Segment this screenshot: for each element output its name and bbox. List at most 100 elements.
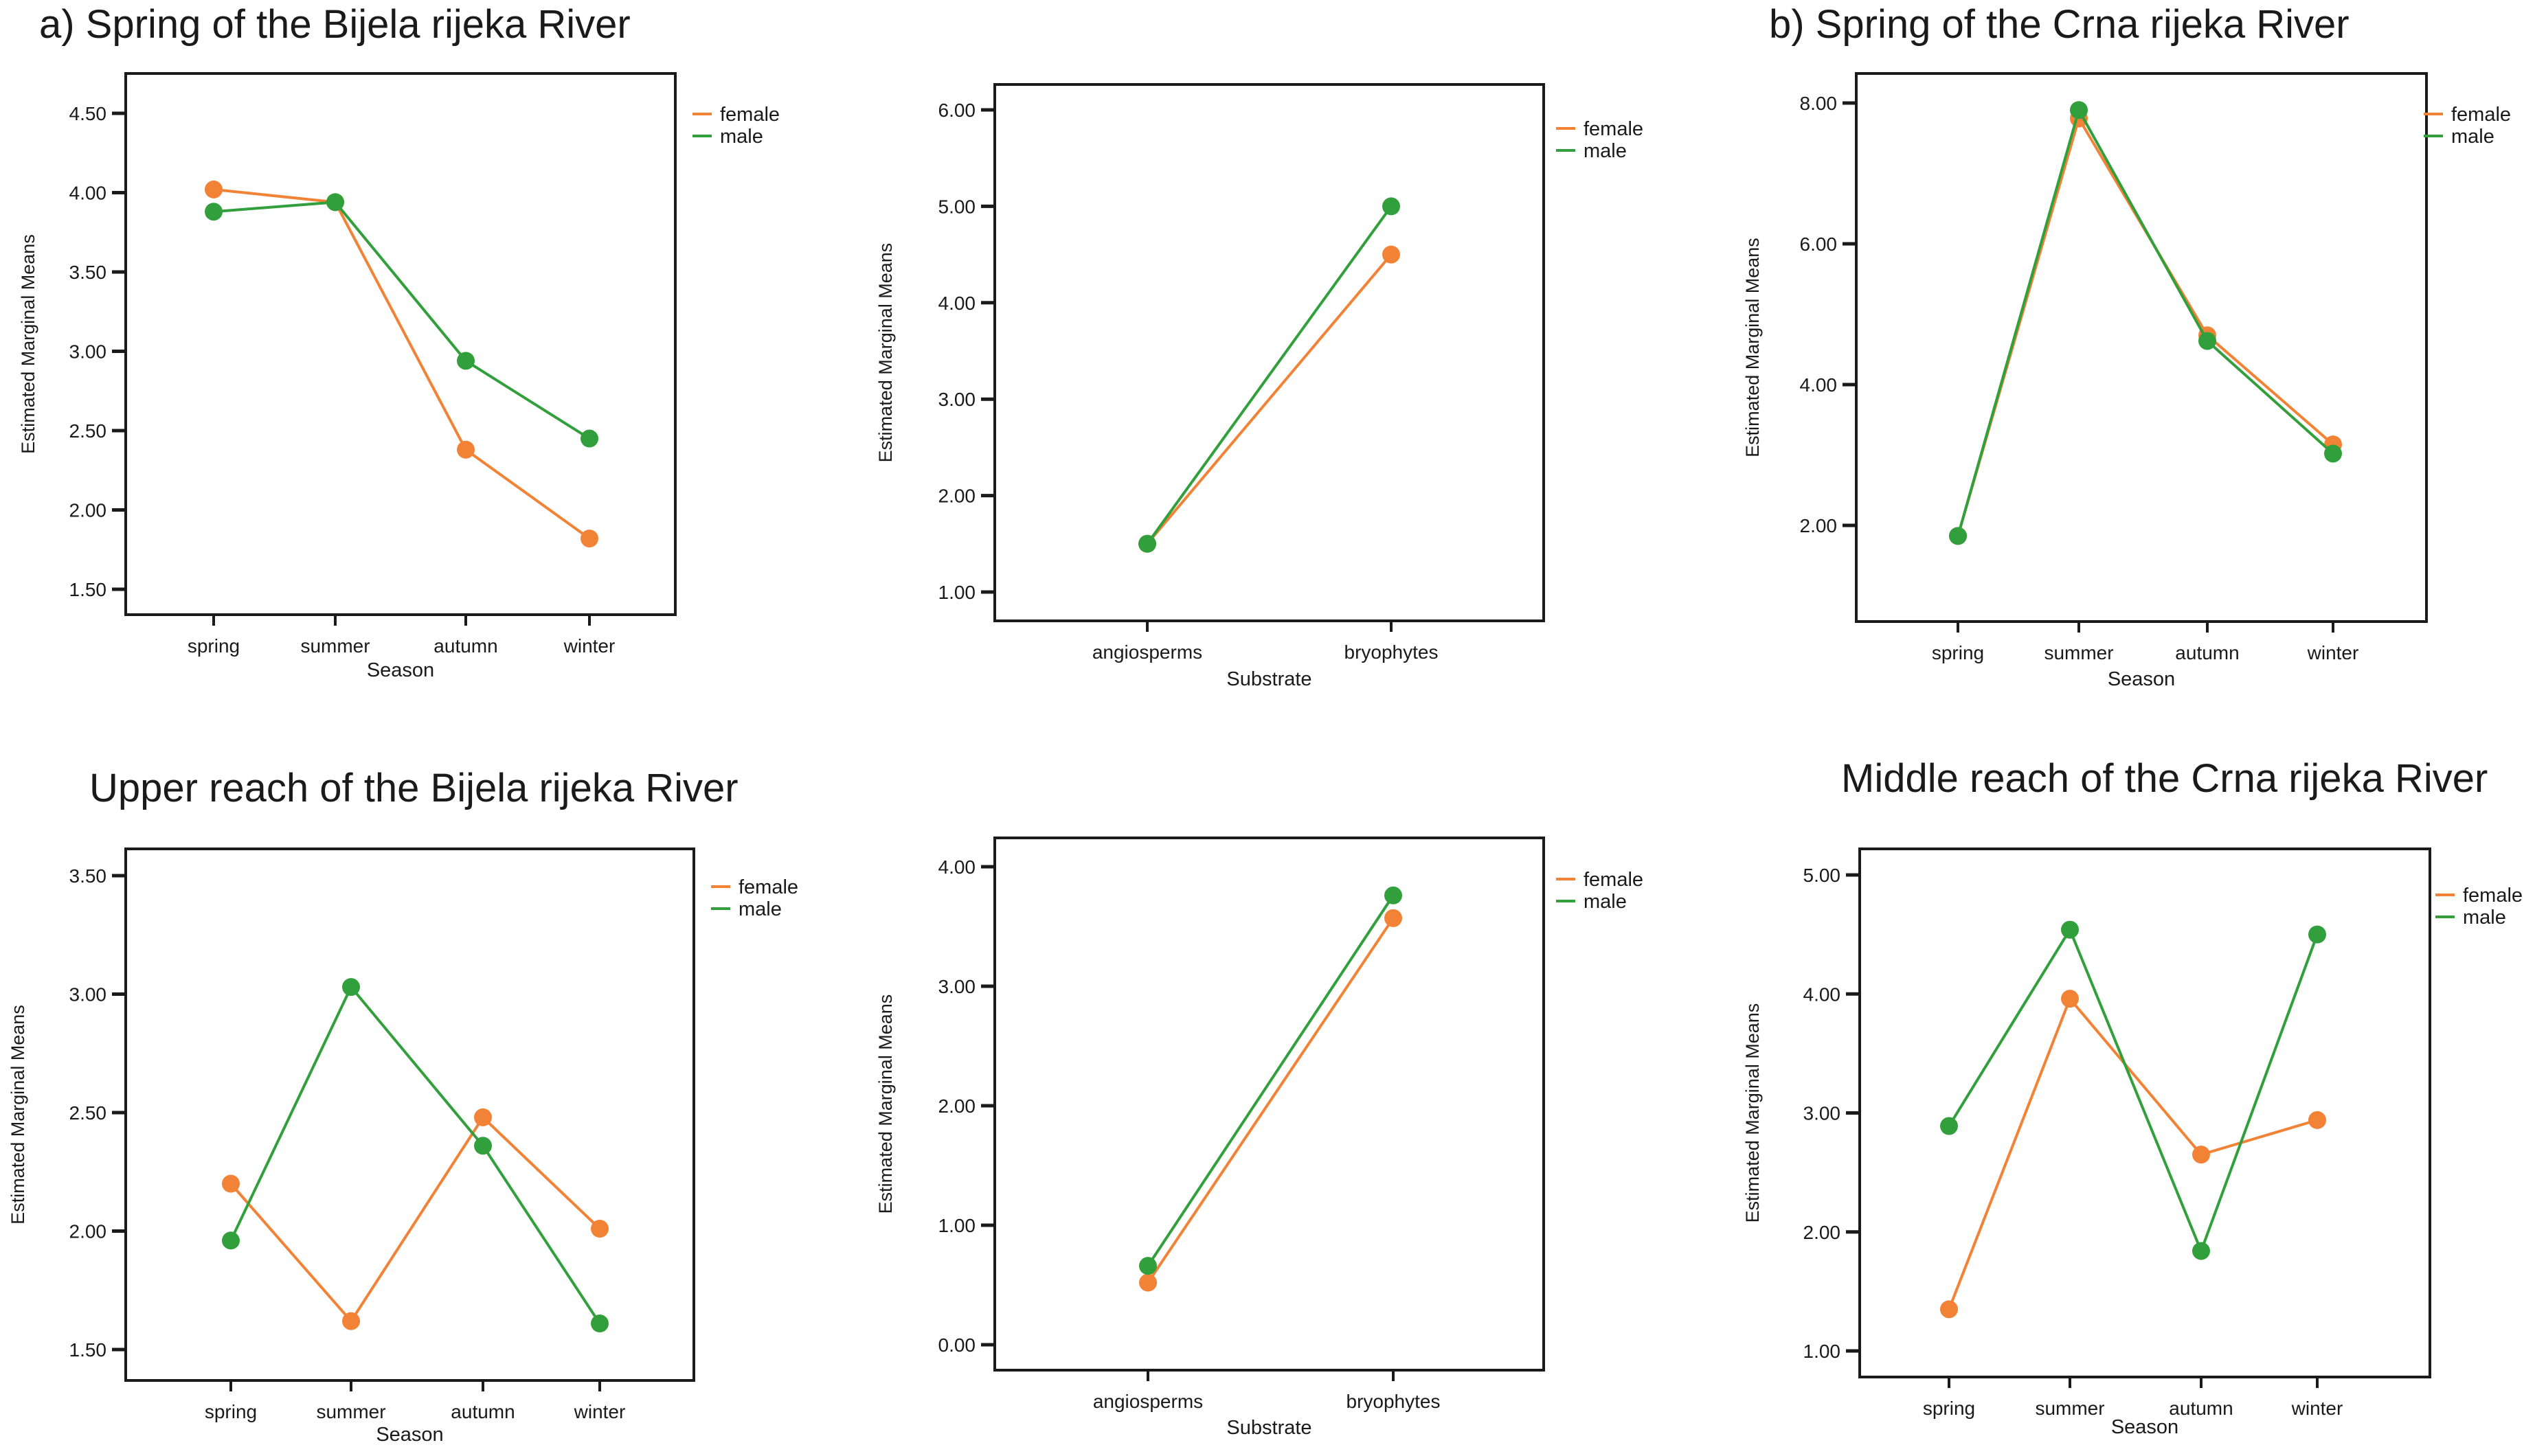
series-line-female: [1948, 996, 2318, 1310]
x-category-label-bryophytes: bryophytes: [1347, 1391, 1441, 1412]
data-point-male-autumn: [2192, 1242, 2210, 1260]
data-point-female-winter: [591, 1220, 609, 1238]
y-tick-label: 1.00: [1803, 1341, 1841, 1362]
legend-label-male: male: [1584, 140, 1627, 162]
series-line-female: [1147, 917, 1395, 1284]
data-point-female-autumn: [2192, 1146, 2210, 1164]
legend-label-female: female: [2463, 885, 2523, 907]
y-axis-title: Estimated Marginal Means: [18, 234, 38, 454]
y-tick-label: 2.00: [938, 486, 976, 507]
y-tick-label: 0.00: [938, 1334, 976, 1356]
x-category-label-bryophytes: bryophytes: [1344, 641, 1439, 663]
plot-frame: [1855, 72, 2428, 623]
x-axis-title: Substrate: [1226, 1417, 1311, 1439]
x-category-label-angiosperms: angiosperms: [1093, 1391, 1203, 1412]
y-tick-label: 6.00: [1800, 234, 1838, 255]
chart-panel-p6: Middle reach of the Crna rijeka River 1.0…: [1742, 756, 2523, 1438]
y-tick-label: 3.00: [938, 389, 976, 410]
y-tick-label: 5.00: [938, 196, 976, 217]
legend-label-female: female: [739, 876, 798, 898]
y-tick-label: 3.00: [69, 984, 107, 1005]
legend-label-male: male: [2451, 126, 2494, 148]
series-line-male: [1147, 894, 1395, 1267]
x-category-label-winter: winter: [2291, 1398, 2343, 1419]
data-point-male-spring: [1940, 1117, 1958, 1135]
data-point-male-bryophytes: [1384, 886, 1402, 905]
x-axis-title: Season: [2111, 1416, 2178, 1438]
y-axis-title: Estimated Marginal Means: [1742, 238, 1763, 457]
data-point-female-winter: [2308, 1111, 2326, 1129]
legend-label-female: female: [2451, 104, 2511, 126]
x-category-label-winter: winter: [563, 635, 616, 657]
data-point-female-spring: [222, 1174, 240, 1193]
chart-title: Upper reach of the Bijela rijeka River: [89, 766, 739, 810]
series-line-male: [213, 201, 591, 440]
legend-label-male: male: [720, 126, 763, 148]
data-point-male-bryophytes: [1382, 197, 1400, 216]
legend-label-male: male: [1584, 891, 1627, 913]
y-tick-label: 1.50: [69, 579, 107, 600]
x-category-label-winter: winter: [574, 1401, 626, 1422]
x-category-label-autumn: autumn: [433, 635, 497, 657]
legend-label-female: female: [1584, 869, 1643, 891]
x-category-label-spring: spring: [188, 635, 240, 657]
y-tick-label: 4.00: [1800, 374, 1838, 396]
x-axis-title: Season: [2108, 668, 2175, 690]
chart-panel-p5: 0.00 1.00 2.00 3.00 4.00 angiosperms bryophyte…: [875, 837, 1643, 1439]
y-tick-label: 2.00: [938, 1095, 976, 1117]
data-point-female-winter: [581, 530, 598, 548]
data-point-male-summer: [2061, 920, 2079, 939]
x-category-label-autumn: autumn: [2175, 642, 2239, 663]
y-tick-label: 4.00: [938, 293, 976, 314]
legend-label-female: female: [720, 104, 780, 126]
data-point-female-summer: [342, 1312, 360, 1330]
chart-title: a) Spring of the Bijela rijeka River: [39, 2, 631, 47]
x-category-label-spring: spring: [1923, 1398, 1975, 1419]
x-category-label-summer: summer: [316, 1401, 385, 1422]
data-point-female-autumn: [457, 440, 475, 459]
x-category-label-spring: spring: [205, 1401, 257, 1422]
y-tick-label: 3.00: [1803, 1103, 1841, 1124]
y-tick-label: 3.00: [938, 976, 976, 997]
series-line-female: [1957, 115, 2334, 536]
x-axis-title: Season: [367, 659, 434, 681]
data-point-male-summer: [342, 978, 360, 997]
x-axis-title: Season: [376, 1424, 443, 1446]
y-tick-label: 2.50: [69, 420, 107, 442]
series-line-male: [229, 984, 601, 1325]
chart-panel-p3: b) Spring of the Crna rijeka River 2.00 4.…: [1742, 2, 2511, 690]
data-point-male-autumn: [474, 1137, 492, 1155]
y-tick-label: 2.00: [69, 1221, 107, 1242]
data-point-male-autumn: [457, 352, 475, 370]
legend-label-male: male: [739, 898, 782, 920]
data-point-male-autumn: [2198, 332, 2216, 350]
chart-panel-p4: Upper reach of the Bijela rijeka River 1.…: [8, 766, 798, 1446]
y-tick-label: 5.00: [1803, 865, 1841, 886]
y-tick-label: 1.50: [69, 1339, 107, 1361]
y-tick-label: 4.00: [69, 183, 107, 204]
data-point-male-angiosperms: [1139, 1257, 1157, 1275]
y-tick-label: 1.00: [938, 1215, 976, 1236]
y-axis-title: Estimated Marginal Means: [875, 243, 896, 463]
x-category-label-autumn: autumn: [451, 1401, 515, 1422]
x-category-label-summer: summer: [2035, 1398, 2104, 1419]
x-category-label-angiosperms: angiosperms: [1092, 641, 1202, 663]
y-tick-label: 4.00: [938, 856, 976, 878]
series-line-female: [229, 1115, 601, 1323]
data-point-male-winter: [581, 429, 598, 448]
data-point-female-summer: [2061, 990, 2079, 1008]
data-point-female-spring: [1940, 1300, 1958, 1319]
y-axis-title: Estimated Marginal Means: [8, 1005, 28, 1225]
data-point-female-bryophytes: [1384, 909, 1402, 927]
x-category-label-winter: winter: [2307, 642, 2359, 663]
x-axis-title: Substrate: [1226, 668, 1311, 690]
y-axis-title: Estimated Marginal Means: [1742, 1003, 1763, 1223]
plot-frame: [124, 72, 677, 616]
y-tick-label: 1.00: [938, 582, 976, 603]
